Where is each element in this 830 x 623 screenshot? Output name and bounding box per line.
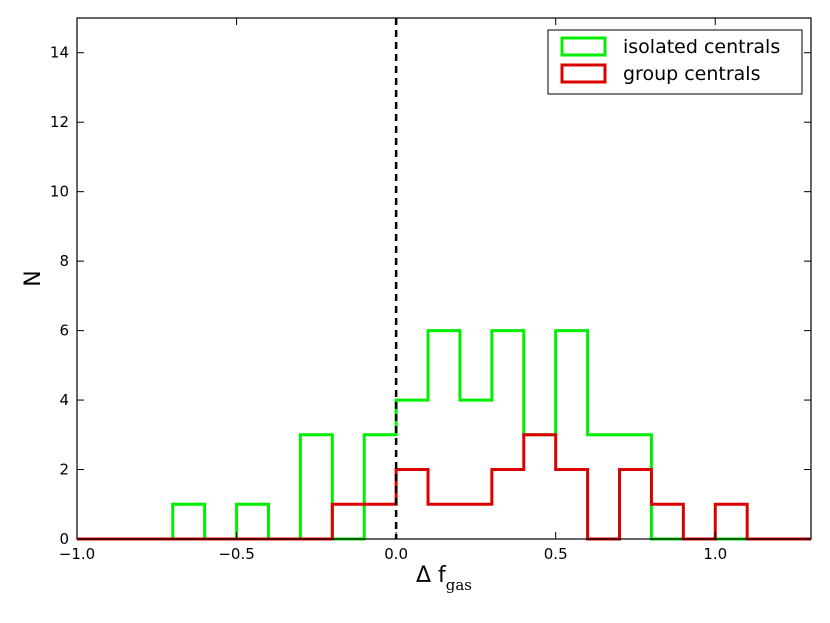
legend-label: group centrals xyxy=(623,63,760,85)
legend-label: isolated centrals xyxy=(623,36,780,58)
x-tick-label: −1.0 xyxy=(59,545,95,563)
x-tick-label: 0.5 xyxy=(544,545,568,563)
plot-frame xyxy=(76,17,812,540)
y-tick-label: 2 xyxy=(59,461,69,479)
y-tick-label: 14 xyxy=(50,44,69,62)
y-tick-labels: 0 2 4 6 8 10 12 14 xyxy=(50,44,69,548)
y-axis-label: N xyxy=(21,270,46,286)
y-tick-label: 8 xyxy=(59,252,69,270)
y-tick-label: 4 xyxy=(59,391,69,409)
x-tick-label: 1.0 xyxy=(703,545,727,563)
x-axis-label-main: Δ f xyxy=(416,563,447,588)
x-axis-label: Δ fgas xyxy=(416,563,472,594)
legend: isolated centrals group centrals xyxy=(547,29,803,95)
legend-swatch xyxy=(560,36,607,57)
legend-swatch xyxy=(560,63,607,84)
y-tick-label: 6 xyxy=(59,322,69,340)
y-tick-label: 10 xyxy=(50,183,69,201)
y-tick-label: 0 xyxy=(59,530,69,548)
x-tick-label: −0.5 xyxy=(218,545,254,563)
x-tick-labels: −1.0 −0.5 0.0 0.5 1.0 xyxy=(59,545,727,563)
x-tick-label: 0.0 xyxy=(384,545,408,563)
y-tick-label: 12 xyxy=(50,113,69,131)
x-axis-label-subscript: gas xyxy=(446,576,472,594)
